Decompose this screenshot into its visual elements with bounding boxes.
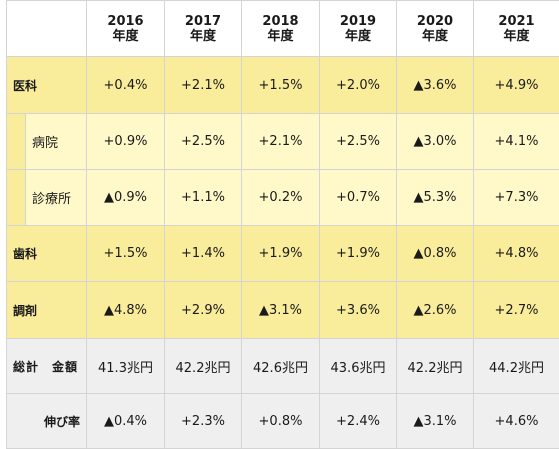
- table-cell: +2.7%: [474, 282, 559, 339]
- table-cell: +1.5%: [87, 226, 165, 282]
- corner-cell: [7, 1, 87, 57]
- table-cell: ▲3.1%: [242, 282, 320, 339]
- row-label: 歯科: [7, 226, 87, 282]
- row-label: 医科: [7, 57, 87, 114]
- table-cell: +4.9%: [474, 57, 559, 114]
- table-row-ika: 医科 +0.4% +2.1% +1.5% +2.0% ▲3.6% +4.9%: [7, 57, 559, 114]
- row-label: 病院: [7, 114, 87, 170]
- row-label: 総計 金額: [7, 339, 87, 394]
- table-cell: +2.5%: [320, 114, 397, 170]
- table-cell: +0.7%: [320, 170, 397, 226]
- table-cell: ▲0.9%: [87, 170, 165, 226]
- table-cell: +1.9%: [320, 226, 397, 282]
- table-cell: 42.6兆円: [242, 339, 320, 394]
- table-cell: +0.8%: [242, 394, 320, 449]
- table-cell: ▲3.6%: [397, 57, 474, 114]
- table-row-shika: 歯科 +1.5% +1.4% +1.9% +1.9% ▲0.8% +4.8%: [7, 226, 559, 282]
- table-cell: ▲0.4%: [87, 394, 165, 449]
- table-cell: ▲3.0%: [397, 114, 474, 170]
- table-cell: +2.9%: [165, 282, 242, 339]
- table-cell: +2.3%: [165, 394, 242, 449]
- table-cell: +0.4%: [87, 57, 165, 114]
- table-cell: +1.9%: [242, 226, 320, 282]
- table-cell: +2.0%: [320, 57, 397, 114]
- table-cell: ▲5.3%: [397, 170, 474, 226]
- table-row-byoin: 病院 +0.9% +2.5% +2.1% +2.5% ▲3.0% +4.1%: [7, 114, 559, 170]
- table-cell: +1.5%: [242, 57, 320, 114]
- row-label: 調剤: [7, 282, 87, 339]
- table-cell: +1.4%: [165, 226, 242, 282]
- table-cell: 41.3兆円: [87, 339, 165, 394]
- table-cell: +4.8%: [474, 226, 559, 282]
- table-cell: +4.6%: [474, 394, 559, 449]
- table-row-chozai: 調剤 ▲4.8% +2.9% ▲3.1% +3.6% ▲2.6% +2.7%: [7, 282, 559, 339]
- table-cell: 42.2兆円: [397, 339, 474, 394]
- indent-stub: [7, 170, 26, 225]
- row-label: 伸び率: [7, 394, 87, 449]
- row-label: 診療所: [7, 170, 87, 226]
- table-row-shinryojo: 診療所 ▲0.9% +1.1% +0.2% +0.7% ▲5.3% +7.3%: [7, 170, 559, 226]
- table-cell: ▲3.1%: [397, 394, 474, 449]
- table-row-growth-rate: 伸び率 ▲0.4% +2.3% +0.8% +2.4% ▲3.1% +4.6%: [7, 394, 559, 449]
- table-cell: +3.6%: [320, 282, 397, 339]
- table-cell: +4.1%: [474, 114, 559, 170]
- table-cell: +2.1%: [165, 57, 242, 114]
- table-cell: ▲0.8%: [397, 226, 474, 282]
- table-cell: ▲2.6%: [397, 282, 474, 339]
- table-cell: +7.3%: [474, 170, 559, 226]
- table-cell: +2.1%: [242, 114, 320, 170]
- table-cell: +1.1%: [165, 170, 242, 226]
- table-row-total-amount: 総計 金額 41.3兆円 42.2兆円 42.6兆円 43.6兆円 42.2兆円…: [7, 339, 559, 394]
- table-cell: 44.2兆円: [474, 339, 559, 394]
- table-cell: 43.6兆円: [320, 339, 397, 394]
- indent-stub: [7, 114, 26, 169]
- table-cell: +2.4%: [320, 394, 397, 449]
- table-cell: +0.9%: [87, 114, 165, 170]
- table-cell: +0.2%: [242, 170, 320, 226]
- table-cell: 42.2兆円: [165, 339, 242, 394]
- table-cell: ▲4.8%: [87, 282, 165, 339]
- table-cell: +2.5%: [165, 114, 242, 170]
